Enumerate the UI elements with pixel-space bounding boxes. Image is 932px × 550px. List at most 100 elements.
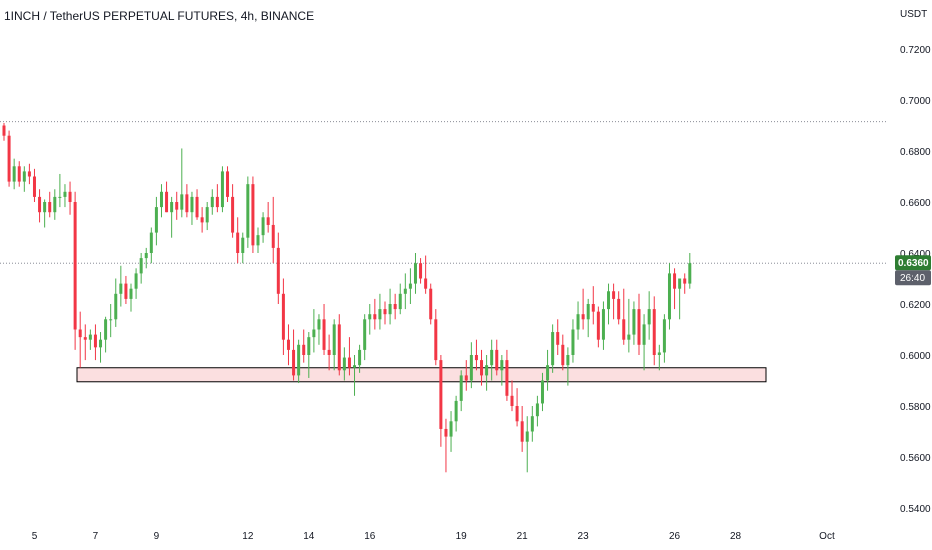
candle[interactable] [429, 283, 433, 325]
candle[interactable] [93, 324, 97, 361]
time-axis[interactable]: 5 7 9 12 14 16 19 21 23 26 28 Oct [32, 531, 835, 542]
candle[interactable] [170, 196, 174, 238]
candle[interactable] [652, 296, 656, 366]
candle[interactable] [632, 301, 636, 345]
candle[interactable] [190, 191, 194, 225]
candle[interactable] [596, 306, 600, 348]
candle[interactable] [586, 298, 590, 338]
candle[interactable] [175, 191, 179, 220]
candle[interactable] [500, 355, 504, 386]
candle[interactable] [403, 273, 407, 310]
candle[interactable] [373, 298, 377, 330]
candle[interactable] [327, 334, 331, 371]
candle[interactable] [439, 355, 443, 447]
candle[interactable] [165, 181, 169, 213]
candle[interactable] [342, 347, 346, 381]
candle[interactable] [266, 202, 270, 233]
candle[interactable] [276, 232, 280, 304]
candle[interactable] [17, 161, 21, 187]
candle[interactable] [12, 158, 16, 190]
candle[interactable] [307, 332, 311, 378]
candle[interactable] [480, 349, 484, 386]
candle[interactable] [180, 148, 184, 218]
candle[interactable] [622, 288, 626, 345]
candle[interactable] [561, 334, 565, 371]
candle[interactable] [104, 316, 108, 353]
candle[interactable] [540, 372, 544, 412]
candle[interactable] [419, 258, 423, 284]
candle[interactable] [469, 342, 473, 389]
candle[interactable] [388, 288, 392, 325]
candle[interactable] [530, 406, 534, 442]
candle[interactable] [83, 324, 87, 361]
candle[interactable] [612, 283, 616, 320]
candle[interactable] [353, 355, 357, 396]
candle[interactable] [454, 395, 458, 432]
candle[interactable] [642, 314, 646, 371]
candle[interactable] [617, 291, 621, 325]
candle[interactable] [134, 268, 138, 299]
candle[interactable] [297, 339, 301, 384]
candle[interactable] [525, 416, 529, 473]
candle[interactable] [246, 176, 250, 248]
candle[interactable] [99, 332, 103, 363]
candle[interactable] [159, 184, 163, 218]
candle[interactable] [347, 337, 351, 376]
candle[interactable] [490, 339, 494, 381]
candle[interactable] [581, 288, 585, 330]
candle[interactable] [312, 309, 316, 353]
candle[interactable] [673, 268, 677, 310]
candle[interactable] [591, 286, 595, 325]
candle[interactable] [43, 199, 47, 228]
candle[interactable] [637, 293, 641, 355]
candle[interactable] [251, 176, 255, 254]
candle[interactable] [358, 344, 362, 373]
candle[interactable] [124, 275, 128, 304]
candle[interactable] [317, 314, 321, 345]
candle[interactable] [261, 212, 265, 243]
candle[interactable] [678, 278, 682, 320]
candle[interactable] [378, 293, 382, 330]
candle[interactable] [566, 347, 570, 386]
candle[interactable] [2, 122, 6, 141]
candle[interactable] [337, 314, 341, 376]
candle[interactable] [510, 380, 514, 412]
candle[interactable] [398, 283, 402, 315]
candle[interactable] [205, 202, 209, 231]
candle[interactable] [286, 324, 290, 366]
candle[interactable] [7, 130, 11, 187]
candle[interactable] [215, 184, 219, 213]
candle[interactable] [393, 293, 397, 320]
candle[interactable] [68, 181, 72, 215]
candle[interactable] [444, 418, 448, 473]
candle[interactable] [413, 253, 417, 294]
candle[interactable] [662, 314, 666, 363]
plot-area[interactable] [0, 121, 888, 473]
candle[interactable] [464, 360, 468, 391]
candle[interactable] [256, 227, 260, 254]
candle[interactable] [271, 196, 275, 264]
candle[interactable] [88, 329, 92, 350]
candle[interactable] [551, 324, 555, 373]
candle[interactable] [149, 227, 153, 264]
candle[interactable] [129, 283, 133, 312]
candle[interactable] [322, 304, 326, 355]
candle[interactable] [48, 191, 52, 218]
candle[interactable] [515, 388, 519, 427]
candle[interactable] [449, 411, 453, 452]
candle[interactable] [657, 344, 661, 371]
candle[interactable] [667, 263, 671, 330]
candle[interactable] [114, 278, 118, 327]
candle[interactable] [109, 304, 113, 338]
candle[interactable] [601, 301, 605, 350]
candle[interactable] [185, 184, 189, 218]
candle[interactable] [363, 314, 367, 361]
candle[interactable] [32, 168, 36, 202]
price-axis[interactable]: USDT 0.7200 0.7000 0.6800 0.6600 0.6400 0.620… [900, 9, 931, 515]
support-zone[interactable] [76, 367, 767, 383]
candle[interactable] [281, 278, 285, 356]
candle[interactable] [688, 253, 692, 289]
candle[interactable] [27, 163, 31, 185]
candle[interactable] [408, 268, 412, 304]
